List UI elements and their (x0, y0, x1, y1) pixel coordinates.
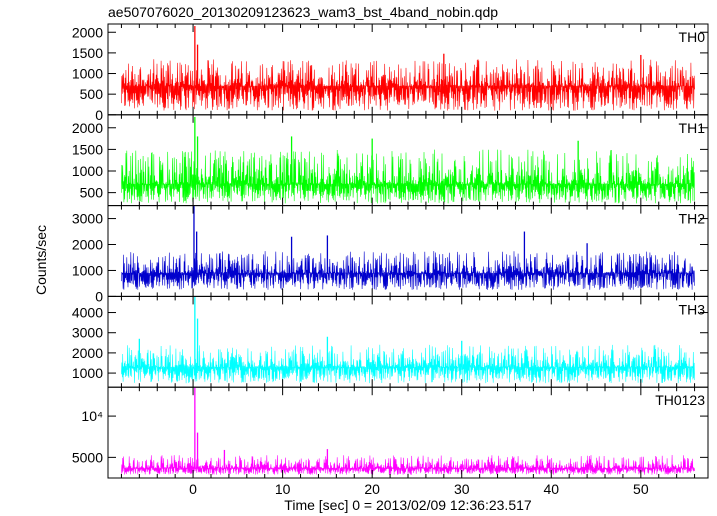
y-tick-label: 1500 (72, 141, 103, 157)
y-tick-label: 500 (80, 185, 104, 201)
panel-frame (107, 205, 709, 297)
chart-title: ae507076020_20130209123623_wam3_bst_4ban… (108, 4, 498, 20)
y-tick-label: 1000 (72, 66, 103, 82)
panel-th1: 500 1000 1500 2000 TH1 (72, 114, 709, 207)
y-tick-label: 1000 (72, 262, 103, 278)
panel-label-th2: TH2 (679, 211, 706, 227)
panel-th2: 0 1000 2000 3000 TH2 (72, 205, 709, 304)
y-tick-label: 0 (95, 107, 103, 123)
y-tick-label: 3000 (72, 211, 103, 227)
y-tick-label: 4000 (72, 305, 103, 321)
y-tick-label: 0 (95, 288, 103, 304)
y-tick-label: 5000 (72, 449, 103, 465)
panel-th0: 0 500 1000 1500 2000 TH0 (72, 23, 709, 123)
series-trace-th0 (121, 59, 695, 111)
x-tick-label: 10 (275, 481, 291, 497)
y-tick-label: 500 (80, 86, 104, 102)
series-trace-th1 (121, 149, 695, 204)
x-tick-label: 40 (543, 481, 559, 497)
x-tick-label: 50 (633, 481, 649, 497)
x-tick-label: 30 (454, 481, 470, 497)
y-tick-label: 2000 (72, 345, 103, 361)
x-axis-label: Time [sec] 0 = 2013/02/09 12:36:23.517 (284, 497, 532, 513)
y-tick-label: 2000 (72, 120, 103, 136)
x-tick-label: 20 (364, 481, 380, 497)
y-tick-label: 10⁴ (81, 408, 103, 424)
y-tick-label: 1000 (72, 163, 103, 179)
y-tick-label: 1000 (72, 365, 103, 381)
y-tick-label: 2000 (72, 237, 103, 253)
series-trace-th0123 (121, 454, 695, 475)
series-trace-th2 (121, 251, 695, 290)
panel-label-th3: TH3 (679, 301, 706, 317)
panel-label-th0123: TH0123 (655, 392, 705, 408)
y-tick-label: 1500 (72, 45, 103, 61)
y-tick-label: 2000 (72, 24, 103, 40)
panel-label-th1: TH1 (679, 120, 706, 136)
panel-th0123: 5000 10⁴ TH0123 (72, 386, 709, 479)
panel-label-th0: TH0 (679, 29, 706, 45)
y-tick-label: 3000 (72, 325, 103, 341)
y-axis-label: Counts/sec (33, 225, 49, 295)
series-trace-th3 (121, 344, 695, 384)
x-tick-label: 0 (189, 481, 197, 497)
panel-th3: 1000 2000 3000 4000 TH3 (72, 295, 709, 388)
